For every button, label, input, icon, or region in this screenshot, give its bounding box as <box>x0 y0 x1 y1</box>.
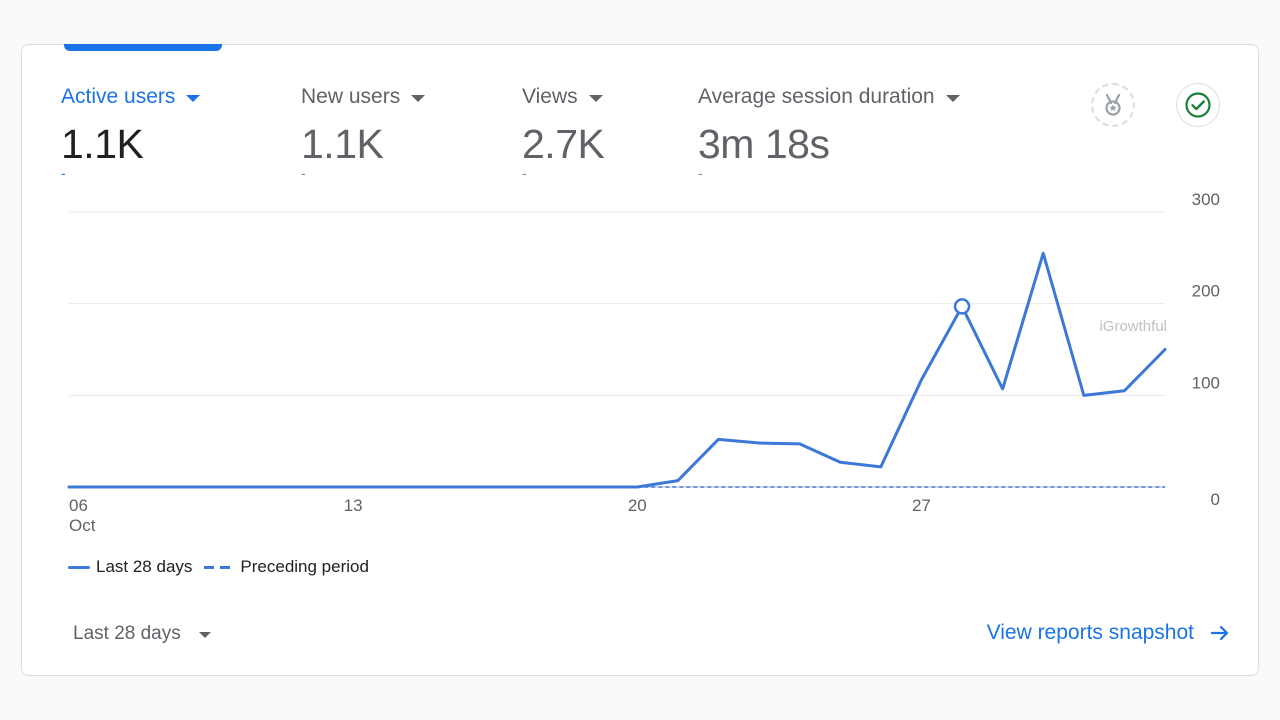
date-range-select[interactable]: Last 28 days <box>73 623 211 645</box>
metric-label-row: New users <box>301 83 426 111</box>
metric-new-users[interactable]: New users 1.1K - <box>301 83 426 181</box>
metric-label: Views <box>522 85 578 108</box>
caret-down-icon <box>198 632 211 638</box>
gridlines <box>69 211 1165 488</box>
x-tick-label: 27 <box>912 496 931 515</box>
active-tab-indicator <box>64 44 222 51</box>
view-link-label: View reports snapshot <box>986 621 1194 644</box>
chart-legend: Last 28 days Preceding period <box>68 557 381 577</box>
x-tick-label: 06 <box>69 496 88 515</box>
view-reports-snapshot-link[interactable]: View reports snapshot <box>987 621 1230 645</box>
metric-average-session-duration[interactable]: Average session duration 3m 18s - <box>698 83 960 181</box>
metric-delta: - <box>61 165 66 181</box>
legend-solid-swatch <box>68 565 90 569</box>
metric-label: Average session duration <box>698 85 935 108</box>
metric-label: New users <box>301 85 401 108</box>
highlight-point <box>953 298 971 315</box>
check-circle-icon[interactable] <box>1176 83 1220 127</box>
x-tick-label: 20 <box>628 496 647 515</box>
metric-value: 1.1K <box>61 121 144 167</box>
caret-down-icon <box>588 94 603 102</box>
watermark-text: iGrowthful <box>1099 318 1167 335</box>
metric-delta: - <box>698 165 703 181</box>
arrow-right-icon <box>1210 625 1229 641</box>
y-tick-label: 100 <box>1192 373 1220 392</box>
y-tick-label: 200 <box>1192 282 1220 301</box>
date-range-label: Last 28 days <box>73 623 181 644</box>
y-tick-label: 300 <box>1192 190 1220 209</box>
metric-value: 3m 18s <box>698 121 830 167</box>
caret-down-icon <box>186 94 201 102</box>
legend-item-current[interactable]: Last 28 days <box>68 557 192 577</box>
x-tick-month-label: Oct <box>69 516 96 535</box>
x-tick-label: 13 <box>344 496 363 515</box>
y-tick-label: 0 <box>1211 490 1220 509</box>
legend-label: Last 28 days <box>96 557 193 576</box>
caret-down-icon <box>945 94 960 102</box>
metric-active-users[interactable]: Active users 1.1K - <box>61 83 201 181</box>
metric-label-row: Average session duration <box>698 83 960 111</box>
series <box>67 251 1167 489</box>
metric-views[interactable]: Views 2.7K - <box>522 83 605 181</box>
legend-dashed-swatch <box>204 565 231 569</box>
legend-item-previous[interactable]: Preceding period <box>204 557 369 577</box>
metric-value: 2.7K <box>522 121 605 167</box>
metric-value: 1.1K <box>301 121 384 167</box>
overview-card: Active users 1.1K - New users 1.1K - Vie… <box>21 44 1259 676</box>
metric-label: Active users <box>61 85 176 108</box>
medal-badge-svg <box>1105 93 1121 116</box>
series-line-last-28-days <box>67 251 1167 489</box>
metric-delta: - <box>301 165 306 181</box>
y-axis-ticks: 0 100 200 300 <box>1192 190 1220 509</box>
medal-badge-icon[interactable] <box>1091 83 1135 127</box>
metric-label-row: Views <box>522 83 604 111</box>
caret-down-icon <box>411 94 426 102</box>
check-circle-svg <box>1185 92 1211 118</box>
metric-delta: - <box>522 165 527 181</box>
legend-label: Preceding period <box>240 557 369 576</box>
metric-label-row: Active users <box>61 83 201 111</box>
